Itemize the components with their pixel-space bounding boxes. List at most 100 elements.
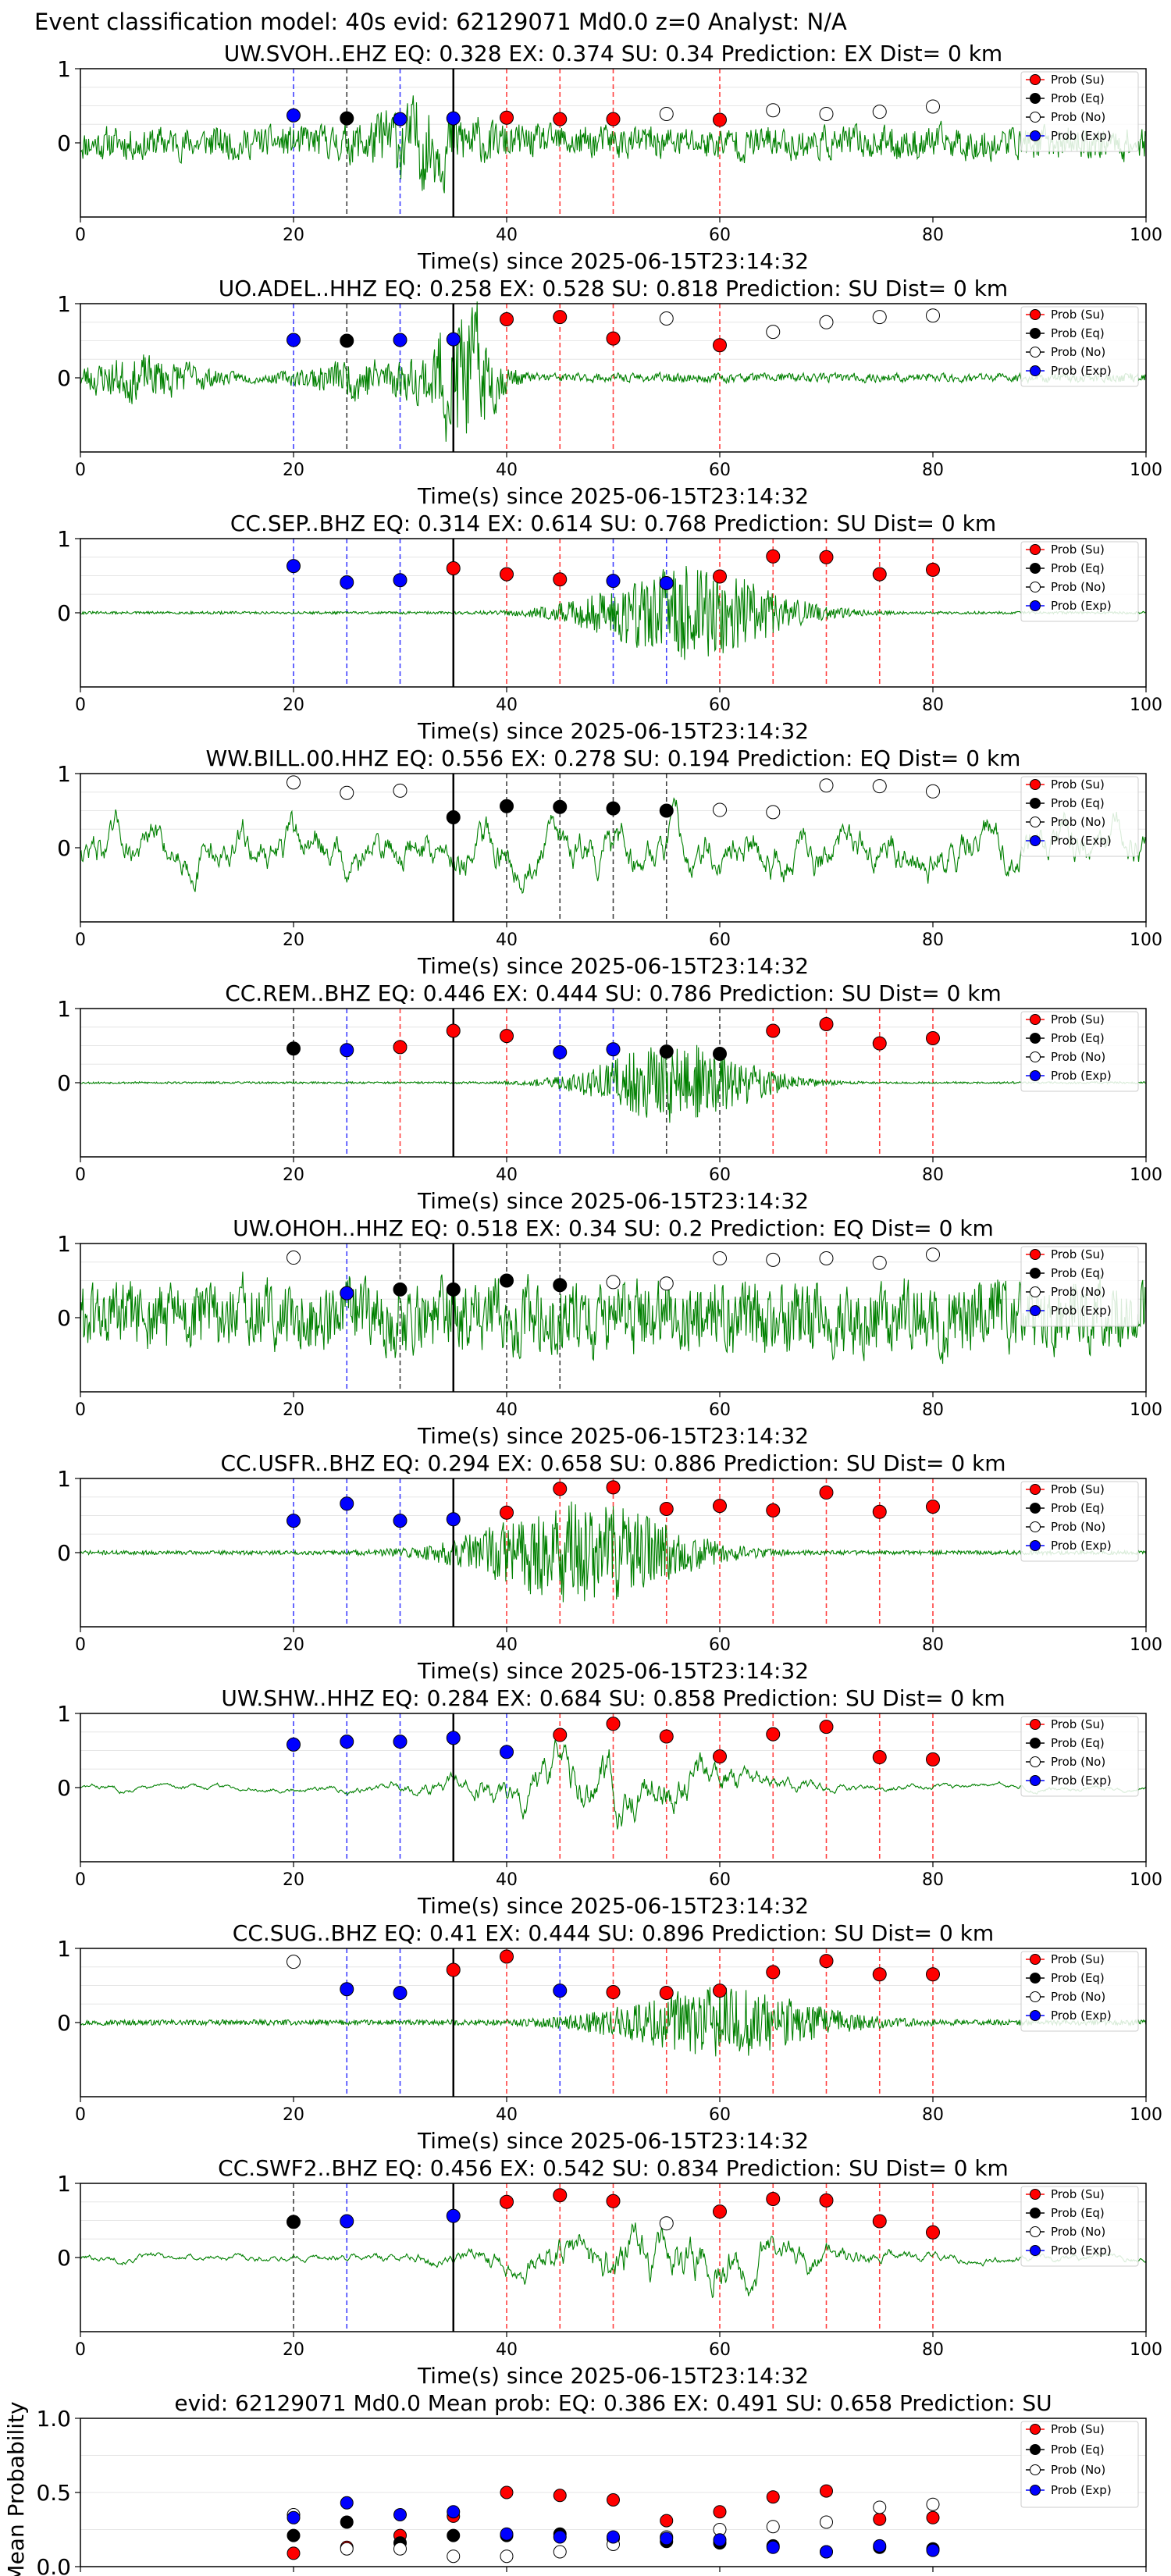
prob-point-su <box>926 1967 940 1982</box>
prob-point-exp <box>393 333 408 347</box>
prob-point-no <box>872 779 887 794</box>
legend-label-exp: Prob (Exp) <box>1051 2008 1112 2023</box>
prob-point-su <box>819 1485 834 1500</box>
prob-point-su <box>819 1016 834 1031</box>
prob-point-exp <box>340 1286 354 1300</box>
legend-label-exp: Prob (Exp) <box>1051 2243 1112 2258</box>
prob-point-no <box>766 325 781 340</box>
mean-point-no <box>926 2497 940 2511</box>
mean-point-exp <box>287 2510 301 2524</box>
panel-title: UW.OHOH..HHZ EQ: 0.518 EX: 0.34 SU: 0.2 … <box>233 1215 994 1241</box>
legend-label-no: Prob (No) <box>1051 2463 1105 2477</box>
legend-label-exp: Prob (Exp) <box>1051 1539 1112 1553</box>
x-tick-label: 0 <box>75 2105 86 2125</box>
prob-point-no <box>766 1252 781 1267</box>
x-tick-label: 0 <box>75 1400 86 1420</box>
prob-point-su <box>766 1727 781 1742</box>
legend-label-no: Prob (No) <box>1051 110 1105 124</box>
legend-box <box>1020 1716 1139 1797</box>
mean-point-su <box>713 2505 727 2519</box>
legend-marker-no <box>1030 2464 1041 2475</box>
mean-point-no <box>340 2542 354 2556</box>
x-tick-label: 20 <box>283 226 304 245</box>
prob-point-su <box>766 1023 781 1038</box>
legend-box <box>1020 541 1139 622</box>
x-tick-label: 60 <box>709 2340 731 2360</box>
prob-point-su <box>553 1482 568 1496</box>
prob-point-exp <box>446 2208 461 2223</box>
mean-point-no <box>873 2500 887 2514</box>
prob-point-eq <box>287 2215 301 2229</box>
prob-point-eq <box>713 1046 727 1061</box>
mean-probability-panel: evid: 62129071 Md0.0 Mean prob: EQ: 0.38… <box>3 2390 1162 2576</box>
legend-marker-exp <box>1030 2245 1041 2256</box>
legend-label-su: Prob (Su) <box>1051 73 1105 87</box>
prob-point-eq <box>500 799 514 813</box>
prob-point-exp <box>393 1735 408 1749</box>
legend-marker-eq <box>1030 1033 1041 1044</box>
y-tick-label: 0 <box>57 1540 71 1566</box>
x-tick-label: 100 <box>1130 696 1162 715</box>
x-tick-label: 40 <box>496 1165 518 1185</box>
legend-label-su: Prob (Su) <box>1051 543 1105 557</box>
prob-point-su <box>606 2194 621 2208</box>
x-tick-label: 80 <box>922 1400 944 1420</box>
prob-point-eq <box>446 1282 461 1297</box>
prob-point-su <box>713 338 727 353</box>
x-tick-label: 60 <box>709 696 731 715</box>
seismic-waveform <box>80 2222 1147 2299</box>
prob-point-exp <box>446 332 461 347</box>
x-tick-label: 100 <box>1130 2340 1162 2360</box>
x-tick-label: 40 <box>496 2105 518 2125</box>
prob-point-exp <box>606 574 621 589</box>
x-tick-label: 40 <box>496 1400 518 1420</box>
prob-point-no <box>287 1251 301 1265</box>
x-axis-label: Time(s) since 2025-06-15T23:14:32 <box>417 1658 809 1684</box>
legend-marker-eq <box>1030 563 1041 574</box>
prob-point-eq <box>340 333 354 348</box>
legend-marker-su <box>1030 1484 1041 1495</box>
legend-label-eq: Prob (Eq) <box>1051 1266 1105 1280</box>
y-axis-label: Mean Probability <box>3 2401 29 2576</box>
prob-point-su <box>446 1962 461 1977</box>
legend-label-eq: Prob (Eq) <box>1051 1971 1105 1985</box>
panel-title: CC.USFR..BHZ EQ: 0.294 EX: 0.658 SU: 0.8… <box>220 1450 1005 1476</box>
prob-point-su <box>606 1480 621 1495</box>
legend-marker-no <box>1030 582 1041 592</box>
mean-point-su <box>873 2512 887 2526</box>
station-panel-8: UW.SHW..HHZ EQ: 0.284 EX: 0.684 SU: 0.85… <box>57 1685 1162 1919</box>
prob-point-no <box>713 802 727 817</box>
prob-point-eq <box>606 801 621 816</box>
prob-point-su <box>926 1752 940 1767</box>
prob-point-no <box>766 805 781 820</box>
x-tick-label: 20 <box>283 1635 304 1655</box>
x-tick-label: 100 <box>1130 1870 1162 1890</box>
prob-point-no <box>659 1276 674 1291</box>
y-tick-label: 0 <box>57 130 71 156</box>
prob-point-no <box>872 105 887 119</box>
prob-point-exp <box>606 1042 621 1057</box>
prob-point-su <box>713 2204 727 2219</box>
x-tick-label: 40 <box>496 930 518 950</box>
legend-label-no: Prob (No) <box>1051 580 1105 594</box>
y-tick-label: 0 <box>57 835 71 861</box>
x-axis-label: Time(s) since 2025-06-15T23:14:32 <box>417 2128 809 2154</box>
legend-marker-su <box>1030 2189 1041 2200</box>
mean-point-su <box>820 2484 833 2498</box>
legend-marker-exp <box>1030 2010 1041 2021</box>
legend: Prob (Su) Prob (Eq) Prob (No) Prob (Exp) <box>1020 1011 1139 1092</box>
x-axis-label: Time(s) since 2025-06-15T23:14:32 <box>417 1423 809 1449</box>
prob-point-su <box>819 1720 834 1735</box>
mean-point-exp <box>447 2505 461 2519</box>
mean-point-no <box>553 2545 567 2559</box>
station-panel-2: UO.ADEL..HHZ EQ: 0.258 EX: 0.528 SU: 0.8… <box>57 276 1162 509</box>
y-tick-label: 1 <box>57 1936 71 1962</box>
station-panel-4: WW.BILL.00.HHZ EQ: 0.556 EX: 0.278 SU: 0… <box>57 745 1162 979</box>
x-tick-label: 40 <box>496 2340 518 2360</box>
x-tick-label: 80 <box>922 461 944 480</box>
legend-marker-eq <box>1030 1268 1041 1279</box>
prob-point-su <box>766 549 781 564</box>
prob-point-exp <box>446 1512 461 1527</box>
seismic-waveform <box>80 301 1147 442</box>
